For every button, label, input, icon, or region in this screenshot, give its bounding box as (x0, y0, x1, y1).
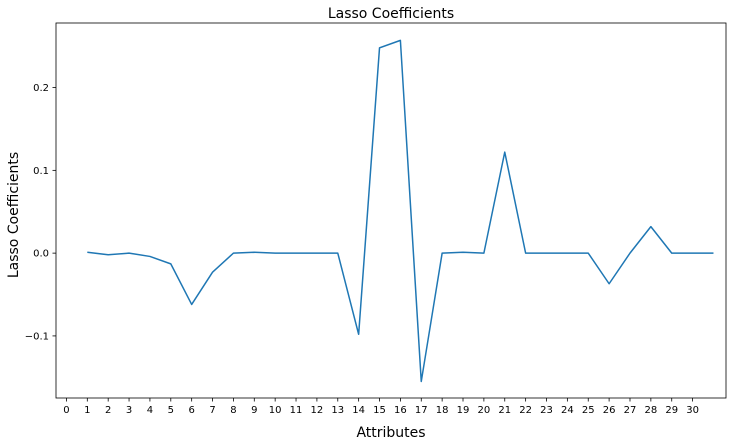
x-tick-label: 27 (624, 405, 637, 416)
x-tick-label: 0 (63, 405, 69, 416)
x-tick-label: 10 (269, 405, 282, 416)
x-tick-label: 2 (105, 405, 111, 416)
x-tick-label: 12 (311, 405, 324, 416)
x-tick-label: 19 (457, 405, 470, 416)
x-tick-label: 8 (230, 405, 236, 416)
x-tick-label: 29 (665, 405, 678, 416)
x-tick-label: 5 (168, 405, 174, 416)
chart-title: Lasso Coefficients (328, 6, 454, 22)
x-tick-label: 17 (415, 405, 428, 416)
series-line (87, 39, 714, 383)
x-tick-label: 30 (686, 405, 699, 416)
x-tick-label: 16 (394, 405, 407, 416)
x-tick-label: 24 (561, 405, 574, 416)
x-tick-label: 20 (478, 405, 491, 416)
x-axis-label: Attributes (356, 425, 425, 441)
x-tick-label: 15 (373, 405, 386, 416)
x-tick-label: 23 (540, 405, 553, 416)
x-tick-label: 11 (290, 405, 303, 416)
plot-frame (55, 22, 727, 399)
y-tick-label: 0.0 (33, 249, 49, 260)
x-tick-label: 6 (188, 405, 194, 416)
x-tick-label: 26 (603, 405, 616, 416)
x-tick-label: 7 (209, 405, 215, 416)
x-tick-label: 4 (147, 405, 153, 416)
y-tick-label: −0.1 (25, 331, 49, 342)
y-axis-ticks: −0.1 0.0 0.1 0.2 (25, 83, 56, 342)
x-tick-label: 13 (331, 405, 344, 416)
x-tick-label: 18 (436, 405, 449, 416)
y-axis-label: Lasso Coefficients (6, 152, 22, 278)
y-tick-label: 0.1 (33, 166, 49, 177)
x-axis-ticks: 0 1 2 3 4 5 6 7 8 9 10 11 12 13 14 15 16 17 18 19 20 21 22 23 24… (63, 398, 699, 416)
x-tick-label: 9 (251, 405, 257, 416)
x-tick-label: 1 (84, 405, 90, 416)
x-tick-label: 28 (644, 405, 657, 416)
x-tick-label: 21 (498, 405, 511, 416)
y-tick-label: 0.2 (33, 83, 49, 94)
x-tick-label: 22 (519, 405, 532, 416)
x-tick-label: 14 (352, 405, 365, 416)
x-tick-label: 25 (582, 405, 595, 416)
series-group (87, 39, 714, 383)
x-tick-label: 3 (126, 405, 132, 416)
